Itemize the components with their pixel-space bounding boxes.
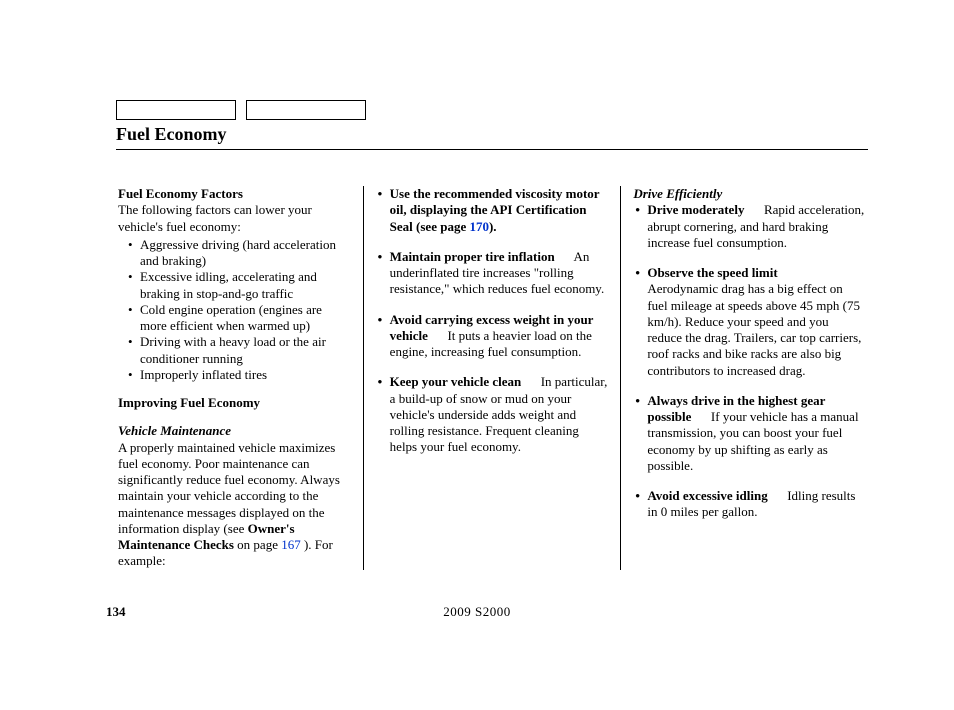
header-placeholder-boxes [116,100,366,120]
heading-improving: Improving Fuel Economy [118,395,351,411]
tip-body: Aerodynamic drag has a big effect on fue… [647,265,861,378]
tip-item: Drive moderately Rapid acceleration, abr… [633,202,866,251]
vm-text-a: A properly maintained vehicle maximizes … [118,440,340,536]
heading-factors: Fuel Economy Factors [118,186,351,202]
tip-item: Avoid carrying excess weight in your veh… [376,312,609,361]
page-link-170[interactable]: 170 [469,219,489,234]
factor-item: Cold engine operation (engines are more … [128,302,351,335]
tip-lead: Observe the speed limit [647,265,777,280]
page-title: Fuel Economy [116,124,868,147]
tip-item: Use the recommended viscosity motor oil,… [376,186,609,235]
title-block: Fuel Economy [116,124,868,150]
tip-item: Maintain proper tire inflation An underi… [376,249,609,298]
factor-item: Aggressive driving (hard acceleration an… [128,237,351,270]
footer-model-year: 2009 S2000 [0,604,954,620]
page-link-167[interactable]: 167 [281,537,301,552]
tip-lead: Keep your vehicle clean [390,374,522,389]
factors-list: Aggressive driving (hard acceleration an… [118,237,351,383]
header-box-1 [116,100,236,120]
tip-lead: Maintain proper tire inflation [390,249,555,264]
factor-item: Excessive idling, accelerating and braki… [128,269,351,302]
column-2: Use the recommended viscosity motor oil,… [364,186,621,570]
tip-item: Observe the speed limit Aerodynamic drag… [633,265,866,379]
title-rule [116,149,868,150]
tip-lead: Avoid excessive idling [647,488,767,503]
factor-item: Driving with a heavy load or the air con… [128,334,351,367]
vm-text-c: on page [234,537,281,552]
content-columns: Fuel Economy Factors The following facto… [116,186,868,570]
tip-item: Avoid excessive idling Idling results in… [633,488,866,521]
column-1: Fuel Economy Factors The following facto… [116,186,363,570]
tip-item: Keep your vehicle clean In particular, a… [376,374,609,455]
manual-page: Fuel Economy Fuel Economy Factors The fo… [0,0,954,710]
vehicle-maintenance-paragraph: A properly maintained vehicle maximizes … [118,440,351,570]
tip-lead: Use the recommended viscosity motor oil,… [390,186,600,234]
heading-drive-efficiently: Drive Efficiently [633,186,866,202]
header-box-2 [246,100,366,120]
drive-tips-list: Drive moderately Rapid acceleration, abr… [633,202,866,520]
factors-intro: The following factors can lower your veh… [118,202,351,235]
maintenance-tips-list: Use the recommended viscosity motor oil,… [376,186,609,456]
tip-lead-after: ). [489,219,497,234]
factor-item: Improperly inflated tires [128,367,351,383]
column-3: Drive Efficiently Drive moderately Rapid… [621,186,868,570]
tip-item: Always drive in the highest gear possibl… [633,393,866,474]
tip-lead: Drive moderately [647,202,744,217]
heading-vehicle-maintenance: Vehicle Maintenance [118,423,351,439]
